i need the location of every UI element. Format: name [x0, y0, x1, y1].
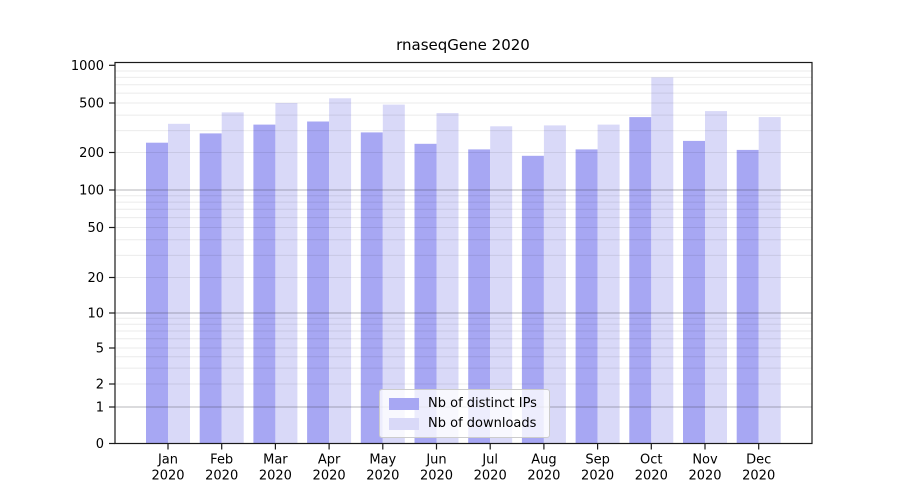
bar-distinct-ips-feb — [199, 133, 222, 444]
chart-title: rnaseqGene 2020 — [396, 36, 530, 54]
bar-downloads-jul — [490, 126, 513, 444]
bar-distinct-ips-may — [360, 132, 383, 444]
legend-label-downloads: Nb of downloads — [428, 416, 537, 431]
grid-layer — [115, 70, 812, 408]
x-tick-label: Jan 2020 — [151, 453, 184, 484]
bar-distinct-ips-oct — [629, 117, 652, 444]
bar-downloads-oct — [651, 77, 674, 444]
x-tick-label: Jun 2020 — [420, 453, 453, 484]
bars-layer — [146, 77, 781, 444]
y-tick-label: 100 — [79, 184, 104, 199]
legend-label-distinct-ips: Nb of distinct IPs — [428, 396, 537, 411]
y-tick-label: 20 — [87, 271, 104, 286]
legend-swatch-distinct-ips — [389, 397, 419, 410]
y-tick-label: 1 — [96, 401, 104, 416]
bar-distinct-ips-apr — [307, 121, 330, 444]
x-tick-label: Dec 2020 — [742, 453, 775, 484]
bar-distinct-ips-dec — [736, 149, 759, 444]
x-tick-label: Feb 2020 — [205, 453, 238, 484]
bar-downloads-apr — [329, 98, 352, 444]
y-tick-label: 2 — [96, 378, 104, 393]
legend-item-downloads: Nb of downloads — [389, 416, 537, 431]
y-tick-label: 500 — [79, 97, 104, 112]
x-tick-label: Mar 2020 — [259, 453, 292, 484]
bar-distinct-ips-jan — [146, 142, 168, 444]
bar-distinct-ips-jul — [468, 149, 491, 444]
bar-distinct-ips-sep — [575, 149, 598, 444]
bar-downloads-mar — [275, 103, 298, 444]
bar-downloads-sep — [597, 124, 620, 444]
bar-distinct-ips-nov — [683, 140, 705, 444]
bar-downloads-jan — [168, 123, 190, 444]
y-tick-label: 50 — [87, 221, 104, 236]
x-tick-label: Jul 2020 — [474, 453, 507, 484]
x-tick-label: Sep 2020 — [581, 453, 614, 484]
y-tick-label: 0 — [96, 437, 104, 452]
bar-distinct-ips-mar — [253, 124, 276, 444]
x-tick-label: Apr 2020 — [313, 453, 346, 484]
y-tick-label: 10 — [87, 307, 104, 322]
legend-item-distinct-ips: Nb of distinct IPs — [389, 396, 537, 411]
bar-distinct-ips-jun — [414, 143, 437, 444]
y-tick-label: 5 — [96, 342, 104, 357]
axes-layer: 0 1 2 5 10 20 50 100 200 500 1000 Jan 2020 Feb 2020 Mar… — [71, 59, 813, 484]
y-tick-label: 200 — [79, 146, 104, 161]
plot-frame — [114, 61, 813, 445]
bar-downloads-dec — [758, 117, 781, 444]
x-tick-label: Aug 2020 — [527, 453, 560, 484]
x-tick-label: May 2020 — [366, 453, 399, 484]
legend: Nb of distinct IPs Nb of downloads — [379, 389, 550, 438]
bar-downloads-may — [382, 104, 405, 444]
legend-swatch-downloads — [389, 417, 419, 430]
x-tick-label: Nov 2020 — [688, 453, 721, 484]
x-tick-label: Oct 2020 — [635, 453, 668, 484]
bar-downloads-aug — [543, 125, 566, 444]
y-tick-label: 1000 — [71, 59, 104, 74]
bar-downloads-jun — [436, 113, 459, 444]
bar-downloads-nov — [705, 111, 727, 444]
bar-downloads-feb — [221, 112, 244, 444]
bar-distinct-ips-aug — [521, 155, 544, 444]
